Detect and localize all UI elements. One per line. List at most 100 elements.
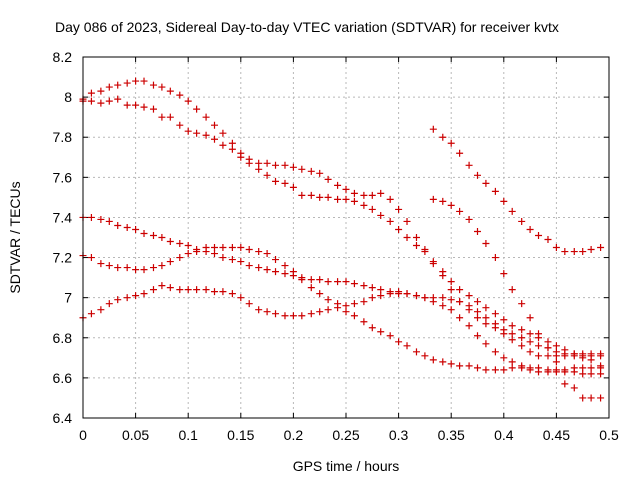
data-point [508, 286, 516, 294]
data-point [245, 300, 253, 308]
data-point [570, 350, 578, 358]
data-point [255, 165, 263, 173]
data-point [456, 362, 464, 370]
series-track-6 [429, 125, 605, 256]
x-tick-label: 0.45 [543, 427, 570, 443]
grid-lines [83, 57, 609, 418]
data-point [508, 322, 516, 330]
data-point [570, 248, 578, 256]
data-point [465, 161, 473, 169]
data-point [255, 306, 263, 314]
data-point [518, 326, 526, 334]
data-point [281, 161, 289, 169]
data-point [491, 320, 499, 328]
data-point [474, 308, 481, 316]
data-point [465, 322, 473, 330]
data-point [474, 314, 481, 322]
data-point [193, 129, 201, 137]
data-point [334, 195, 342, 203]
data-point [500, 316, 508, 324]
data-point [211, 244, 218, 252]
data-point [307, 276, 315, 284]
data-point [245, 262, 253, 270]
y-tick-label: 7.6 [53, 169, 73, 185]
data-point [456, 314, 464, 322]
data-point [114, 296, 122, 304]
data-point [439, 133, 447, 141]
data-point [272, 177, 280, 185]
data-point [526, 225, 534, 233]
data-point [447, 278, 455, 286]
data-point [132, 225, 140, 233]
data-point [132, 77, 140, 85]
y-tick-label: 6.8 [53, 330, 73, 346]
data-point [491, 254, 499, 262]
data-point [465, 215, 473, 223]
y-tick-label: 7.2 [53, 250, 73, 266]
data-point [535, 364, 543, 372]
data-point [255, 248, 263, 256]
data-point [245, 246, 253, 254]
data-point [281, 270, 289, 278]
data-point [342, 308, 350, 316]
data-point [263, 159, 271, 167]
data-point [474, 171, 481, 179]
data-point [97, 260, 105, 268]
data-point [281, 179, 289, 187]
data-point [334, 304, 342, 312]
data-point [368, 324, 376, 332]
data-point [350, 312, 358, 320]
data-point [518, 217, 526, 225]
data-point [360, 318, 368, 326]
data-point [114, 95, 122, 103]
data-point [508, 358, 516, 366]
data-point [377, 292, 385, 300]
x-tick-labels: 0 0.05 0.1 0.15 0.2 0.25 0.3 0.35 0.4 0.45 0.5 [79, 427, 619, 443]
data-point [456, 207, 464, 215]
x-tick-label: 0.3 [389, 427, 409, 443]
data-point [316, 193, 324, 201]
data-point [219, 288, 227, 296]
data-point [482, 304, 490, 312]
data-point [140, 229, 148, 237]
data-point [412, 348, 420, 356]
y-tick-label: 8 [64, 89, 72, 105]
data-point [342, 302, 350, 310]
data-point [429, 258, 437, 266]
data-point [535, 231, 543, 239]
data-point [149, 81, 157, 89]
data-point [228, 290, 236, 298]
data-point [316, 290, 324, 298]
data-point [421, 352, 429, 360]
data-point [184, 242, 192, 250]
data-point [526, 338, 534, 346]
data-point [202, 286, 210, 294]
y-tick-label: 6.4 [53, 410, 73, 426]
data-point [263, 250, 271, 258]
data-point [184, 250, 192, 258]
data-point [237, 258, 245, 266]
data-point [429, 298, 437, 306]
data-point [263, 266, 271, 274]
data-point [316, 308, 324, 316]
data-point [526, 330, 534, 338]
data-point [87, 213, 95, 221]
data-point [579, 364, 587, 372]
data-point [561, 350, 569, 358]
data-point [474, 298, 481, 306]
data-point [368, 205, 376, 213]
data-point [544, 236, 552, 244]
data-point [447, 360, 455, 368]
data-point [439, 197, 447, 205]
data-point [429, 356, 437, 364]
data-point [350, 300, 358, 308]
data-point [360, 191, 368, 199]
data-point [579, 394, 587, 402]
y-tick-label: 8.2 [53, 49, 73, 65]
data-point [482, 366, 490, 374]
data-point [482, 314, 490, 322]
data-point [87, 89, 95, 97]
data-point [281, 262, 289, 270]
data-point [176, 121, 184, 129]
